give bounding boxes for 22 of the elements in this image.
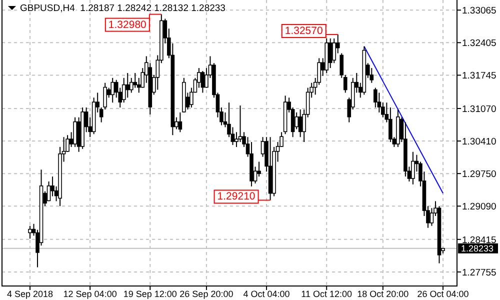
x-tick-label: 11 Oct 12:00 <box>301 289 352 299</box>
annotation: 1.32980 <box>108 18 147 31</box>
y-tick-label: 1.31070 <box>462 104 496 115</box>
y-tick-label: 1.28415 <box>462 234 496 246</box>
y-tick-label: 1.29090 <box>462 202 496 213</box>
y-tick-label: 1.32405 <box>462 38 496 50</box>
ref-line-label: 1.28233 <box>461 244 494 254</box>
x-tick-label: 19 Sep 12:00 <box>123 289 177 299</box>
x-tick-label: 4 Sep 2018 <box>6 289 54 299</box>
y-tick-label: 1.29750 <box>462 169 496 180</box>
x-tick-label: 4 Oct 04:00 <box>243 289 290 299</box>
y-tick-label: 1.31745 <box>462 70 496 82</box>
chart-title: GBPUSD,H4 1.28187 1.28242 1.28132 1.28233 <box>20 3 226 14</box>
x-tick-label: 18 Oct 20:00 <box>357 289 409 299</box>
x-tick-label: 26 Oct 04:00 <box>417 289 469 299</box>
y-tick-label: 1.33065 <box>462 6 496 17</box>
annotation: 1.32570 <box>284 25 324 38</box>
annotation: 1.29210 <box>217 190 256 203</box>
y-tick-label: 1.27755 <box>462 267 496 278</box>
y-tick-label: 1.30410 <box>462 136 496 148</box>
x-tick-label: 12 Sep 04:00 <box>63 289 117 299</box>
x-tick-label: 26 Sep 20:00 <box>180 289 234 299</box>
